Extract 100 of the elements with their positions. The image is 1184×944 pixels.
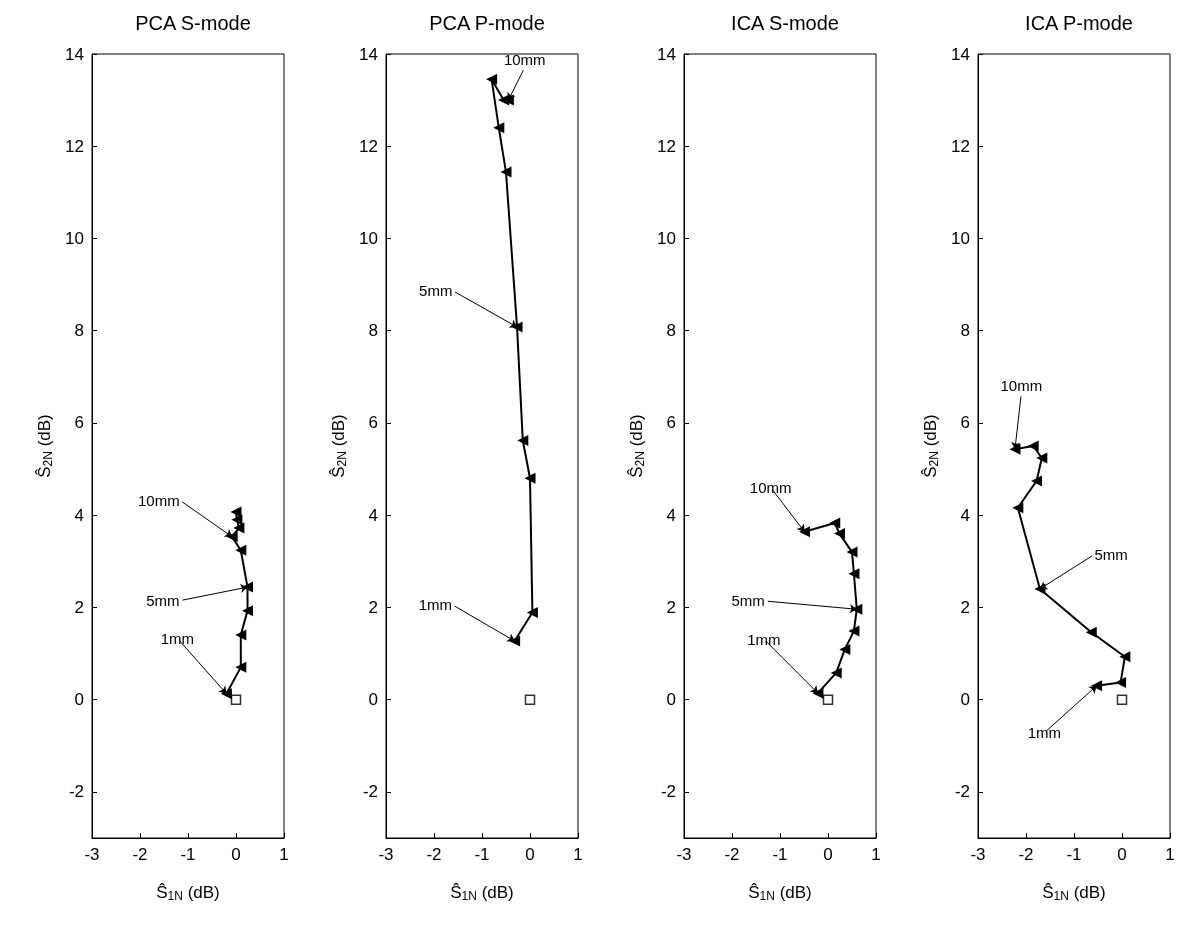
x-tick-label: -1 [180, 845, 196, 864]
point [524, 694, 536, 705]
y-tick-label: 10 [359, 228, 378, 248]
y-tick-label: 12 [657, 136, 676, 156]
y-tick-label: 14 [951, 44, 970, 64]
annotation: 5mm [146, 592, 180, 610]
y-tick-label: 6 [368, 413, 378, 433]
point [1031, 475, 1043, 487]
annotation: 5mm [731, 592, 765, 610]
y-tick-label: 6 [74, 413, 84, 433]
point [830, 667, 842, 679]
point [524, 472, 536, 484]
point [1085, 626, 1097, 638]
y-tick-label: 8 [74, 321, 84, 341]
annotation: 1mm [418, 596, 453, 614]
point [511, 321, 523, 333]
point [846, 546, 858, 558]
x-tick-label: -2 [132, 845, 148, 864]
point [1115, 677, 1127, 689]
y-tick-label: 4 [74, 505, 84, 525]
chart-title: ICA P-mode [1025, 12, 1133, 34]
y-tick-label: 12 [359, 136, 378, 156]
y-tick-label: 2 [368, 597, 378, 617]
y-tick-label: -2 [68, 782, 84, 802]
y-tick-label: 0 [666, 690, 676, 710]
x-tick-label: 0 [231, 845, 241, 864]
x-tick-label: -3 [84, 845, 100, 864]
chart-title: ICA S-mode [731, 12, 839, 34]
y-tick-label: 12 [65, 136, 84, 156]
point [486, 73, 498, 85]
y-axis-title: Ŝ2N (dB) [626, 414, 647, 478]
annotation: 10mm [1000, 377, 1043, 395]
point [220, 688, 232, 700]
y-tick-label: 12 [951, 136, 970, 156]
chart-title: PCA P-mode [429, 12, 545, 34]
x-tick-label: -2 [426, 845, 442, 864]
y-tick-label: 0 [74, 690, 84, 710]
x-tick-label: -2 [724, 845, 740, 864]
y-tick-label: 14 [359, 44, 378, 64]
x-tick-label: 1 [1165, 845, 1175, 864]
y-tick-label: 2 [960, 597, 970, 617]
y-tick-label: 6 [960, 413, 970, 433]
y-tick-label: -2 [362, 782, 378, 802]
point [1012, 502, 1024, 514]
point [1036, 452, 1048, 464]
y-tick-label: 8 [666, 321, 676, 341]
x-tick-label: -3 [378, 845, 394, 864]
y-tick-label: 14 [65, 44, 84, 64]
y-tick-label: 6 [666, 413, 676, 433]
point [848, 625, 860, 637]
annotation: 1mm [160, 629, 195, 647]
point [235, 661, 247, 673]
y-axis-title: Ŝ2N (dB) [920, 414, 941, 478]
point [500, 166, 512, 178]
point [829, 517, 841, 529]
x-tick-label: 1 [279, 845, 289, 864]
y-tick-label: 0 [960, 690, 970, 710]
point [839, 643, 851, 655]
y-tick-label: -2 [660, 782, 676, 802]
point [242, 605, 254, 617]
y-tick-label: 2 [666, 597, 676, 617]
x-tick-label: 0 [823, 845, 833, 864]
y-tick-label: 10 [951, 228, 970, 248]
annotation: 5mm [1094, 545, 1128, 563]
annotation: 5mm [419, 282, 453, 300]
x-tick-label: -2 [1018, 845, 1034, 864]
x-tick-label: 1 [871, 845, 881, 864]
x-tick-label: 1 [573, 845, 583, 864]
y-tick-label: 10 [65, 228, 84, 248]
point [848, 568, 860, 580]
y-tick-label: 4 [960, 505, 970, 525]
x-tick-label: 0 [1117, 845, 1127, 864]
point [1027, 440, 1039, 452]
y-tick-label: 0 [368, 690, 378, 710]
annotation: 10mm [138, 491, 180, 509]
point [798, 526, 810, 538]
point [834, 528, 846, 540]
x-tick-label: -3 [676, 845, 692, 864]
annotation: 10mm [749, 478, 792, 496]
x-tick-label: -1 [474, 845, 490, 864]
point [822, 694, 834, 705]
point [235, 544, 247, 556]
chart-title: PCA S-mode [135, 12, 251, 34]
point [226, 531, 238, 543]
x-tick-label: 0 [525, 845, 535, 864]
annotation: 1mm [747, 630, 781, 648]
point [1119, 651, 1131, 663]
point [526, 606, 538, 618]
y-tick-label: 4 [368, 505, 378, 525]
annotation: 10mm [503, 51, 546, 69]
x-tick-label: -1 [1066, 845, 1082, 864]
y-tick-label: 4 [666, 505, 676, 525]
point [230, 694, 242, 705]
y-tick-label: 8 [960, 321, 970, 341]
x-tick-label: -1 [772, 845, 788, 864]
point [235, 629, 247, 641]
y-axis-title: Ŝ2N (dB) [34, 414, 55, 478]
y-axis-title: Ŝ2N (dB) [328, 414, 349, 478]
y-tick-label: 10 [657, 228, 676, 248]
y-tick-label: -2 [954, 782, 970, 802]
